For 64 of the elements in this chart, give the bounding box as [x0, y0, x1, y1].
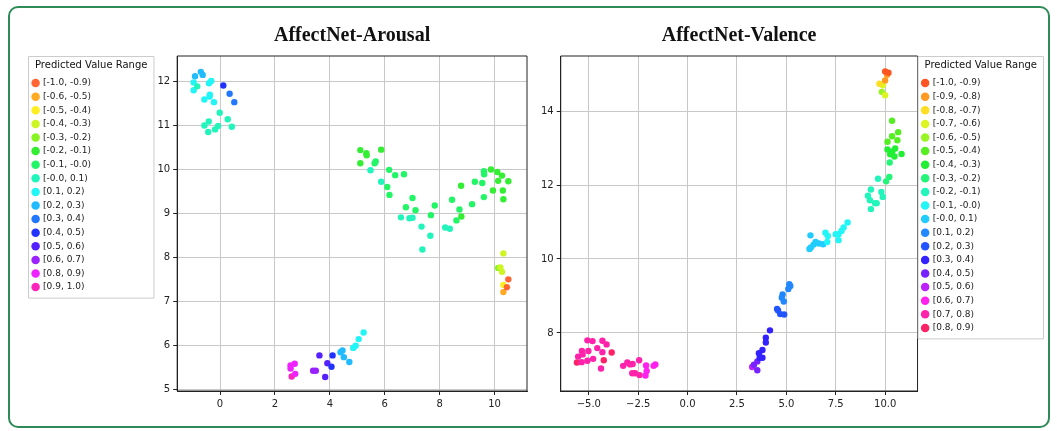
legend-title: Predicted Value Range	[34, 58, 148, 70]
legend-label: [0.5, 0.6)	[43, 240, 85, 251]
legend-label: [0.3, 0.4)	[932, 254, 975, 265]
legend-label: [-0.5, -0.4)	[43, 104, 91, 115]
x-tick-label: 2.5	[729, 397, 745, 409]
x-tick-label: 10.0	[874, 397, 897, 409]
legend-label: [0.5, 0.6)	[932, 281, 975, 292]
y-tick-label: 12	[540, 178, 554, 190]
legend-label: [-0.1, -0.0)	[932, 199, 981, 210]
y-tick-label: 6	[163, 338, 171, 350]
chart-title: AffectNet-Arousal	[273, 23, 431, 46]
legend-label: [0.7, 0.8)	[932, 308, 975, 319]
legend-title: Predicted Value Range	[924, 58, 1038, 70]
legend-label: [0.4, 0.5)	[932, 267, 975, 278]
y-tick-label: 8	[547, 326, 554, 338]
y-tick-label: 10	[540, 252, 554, 264]
legend-label: [-0.2, -0.1)	[43, 145, 91, 156]
y-tick-label: 7	[163, 294, 171, 306]
legend-label: [-0.9, -0.8)	[932, 91, 981, 102]
legend-label: [-0.5, -0.4)	[932, 145, 981, 156]
legend-label: [0.3, 0.4)	[43, 213, 85, 224]
legend-label: [-0.3, -0.2)	[43, 131, 91, 142]
legend-label: [-0.0, 0.1)	[43, 172, 88, 183]
y-tick-label: 11	[157, 119, 171, 131]
x-tick-label: 2	[271, 397, 279, 409]
legend-label: [-0.7, -0.6)	[932, 118, 981, 129]
legend-label: [0.8, 0.9)	[43, 267, 85, 278]
legend-label: [0.2, 0.3)	[43, 199, 85, 210]
x-tick-label: 10	[488, 397, 501, 409]
legend-label: [-0.6, -0.5)	[932, 131, 981, 142]
x-tick-label: 0	[216, 397, 224, 409]
x-tick-label: 7.5	[827, 397, 844, 409]
legend-label: [0.9, 1.0)	[43, 281, 85, 292]
legend-label: [-0.6, -0.5)	[43, 91, 91, 102]
legend-label: [-0.2, -0.1)	[932, 186, 981, 197]
legend-label: [-0.8, -0.7)	[932, 104, 981, 115]
y-tick-label: 5	[163, 382, 171, 394]
legend-label: [-1.0, -0.9)	[43, 77, 91, 88]
x-tick-label: 4	[326, 397, 334, 409]
y-tick-label: 12	[157, 75, 171, 87]
y-tick-label: 9	[163, 206, 171, 218]
legend-label: [-0.3, -0.2)	[932, 172, 981, 183]
legend-label: [0.6, 0.7)	[932, 295, 975, 306]
legend-label: [0.1, 0.2)	[43, 186, 85, 197]
legend-label: [-0.0, 0.1)	[932, 213, 978, 224]
legend-label: [-0.4, -0.3)	[932, 159, 981, 170]
legend-label: [-0.4, -0.3)	[43, 118, 91, 129]
x-tick-label: 5.0	[778, 397, 795, 409]
y-tick-label: 10	[157, 163, 171, 175]
x-tick-label: 6	[381, 397, 388, 409]
legend-label: [0.1, 0.2)	[932, 227, 975, 238]
legend-label: [0.2, 0.3)	[932, 240, 975, 251]
legend-label: [0.4, 0.5)	[43, 227, 85, 238]
x-tick-label: −2.5	[626, 397, 651, 409]
y-tick-label: 8	[163, 250, 171, 262]
legend-label: [-1.0, -0.9)	[932, 77, 981, 88]
legend-label: [0.8, 0.9)	[932, 322, 975, 333]
x-tick-label: −5.0	[576, 397, 601, 409]
x-tick-label: 8	[436, 397, 443, 409]
x-tick-label: 0.0	[679, 397, 696, 409]
legend-label: [0.6, 0.7)	[43, 254, 85, 265]
y-tick-label: 14	[540, 104, 554, 116]
chart-title: AffectNet-Valence	[661, 23, 817, 46]
legend-label: [-0.1, -0.0)	[43, 159, 91, 170]
